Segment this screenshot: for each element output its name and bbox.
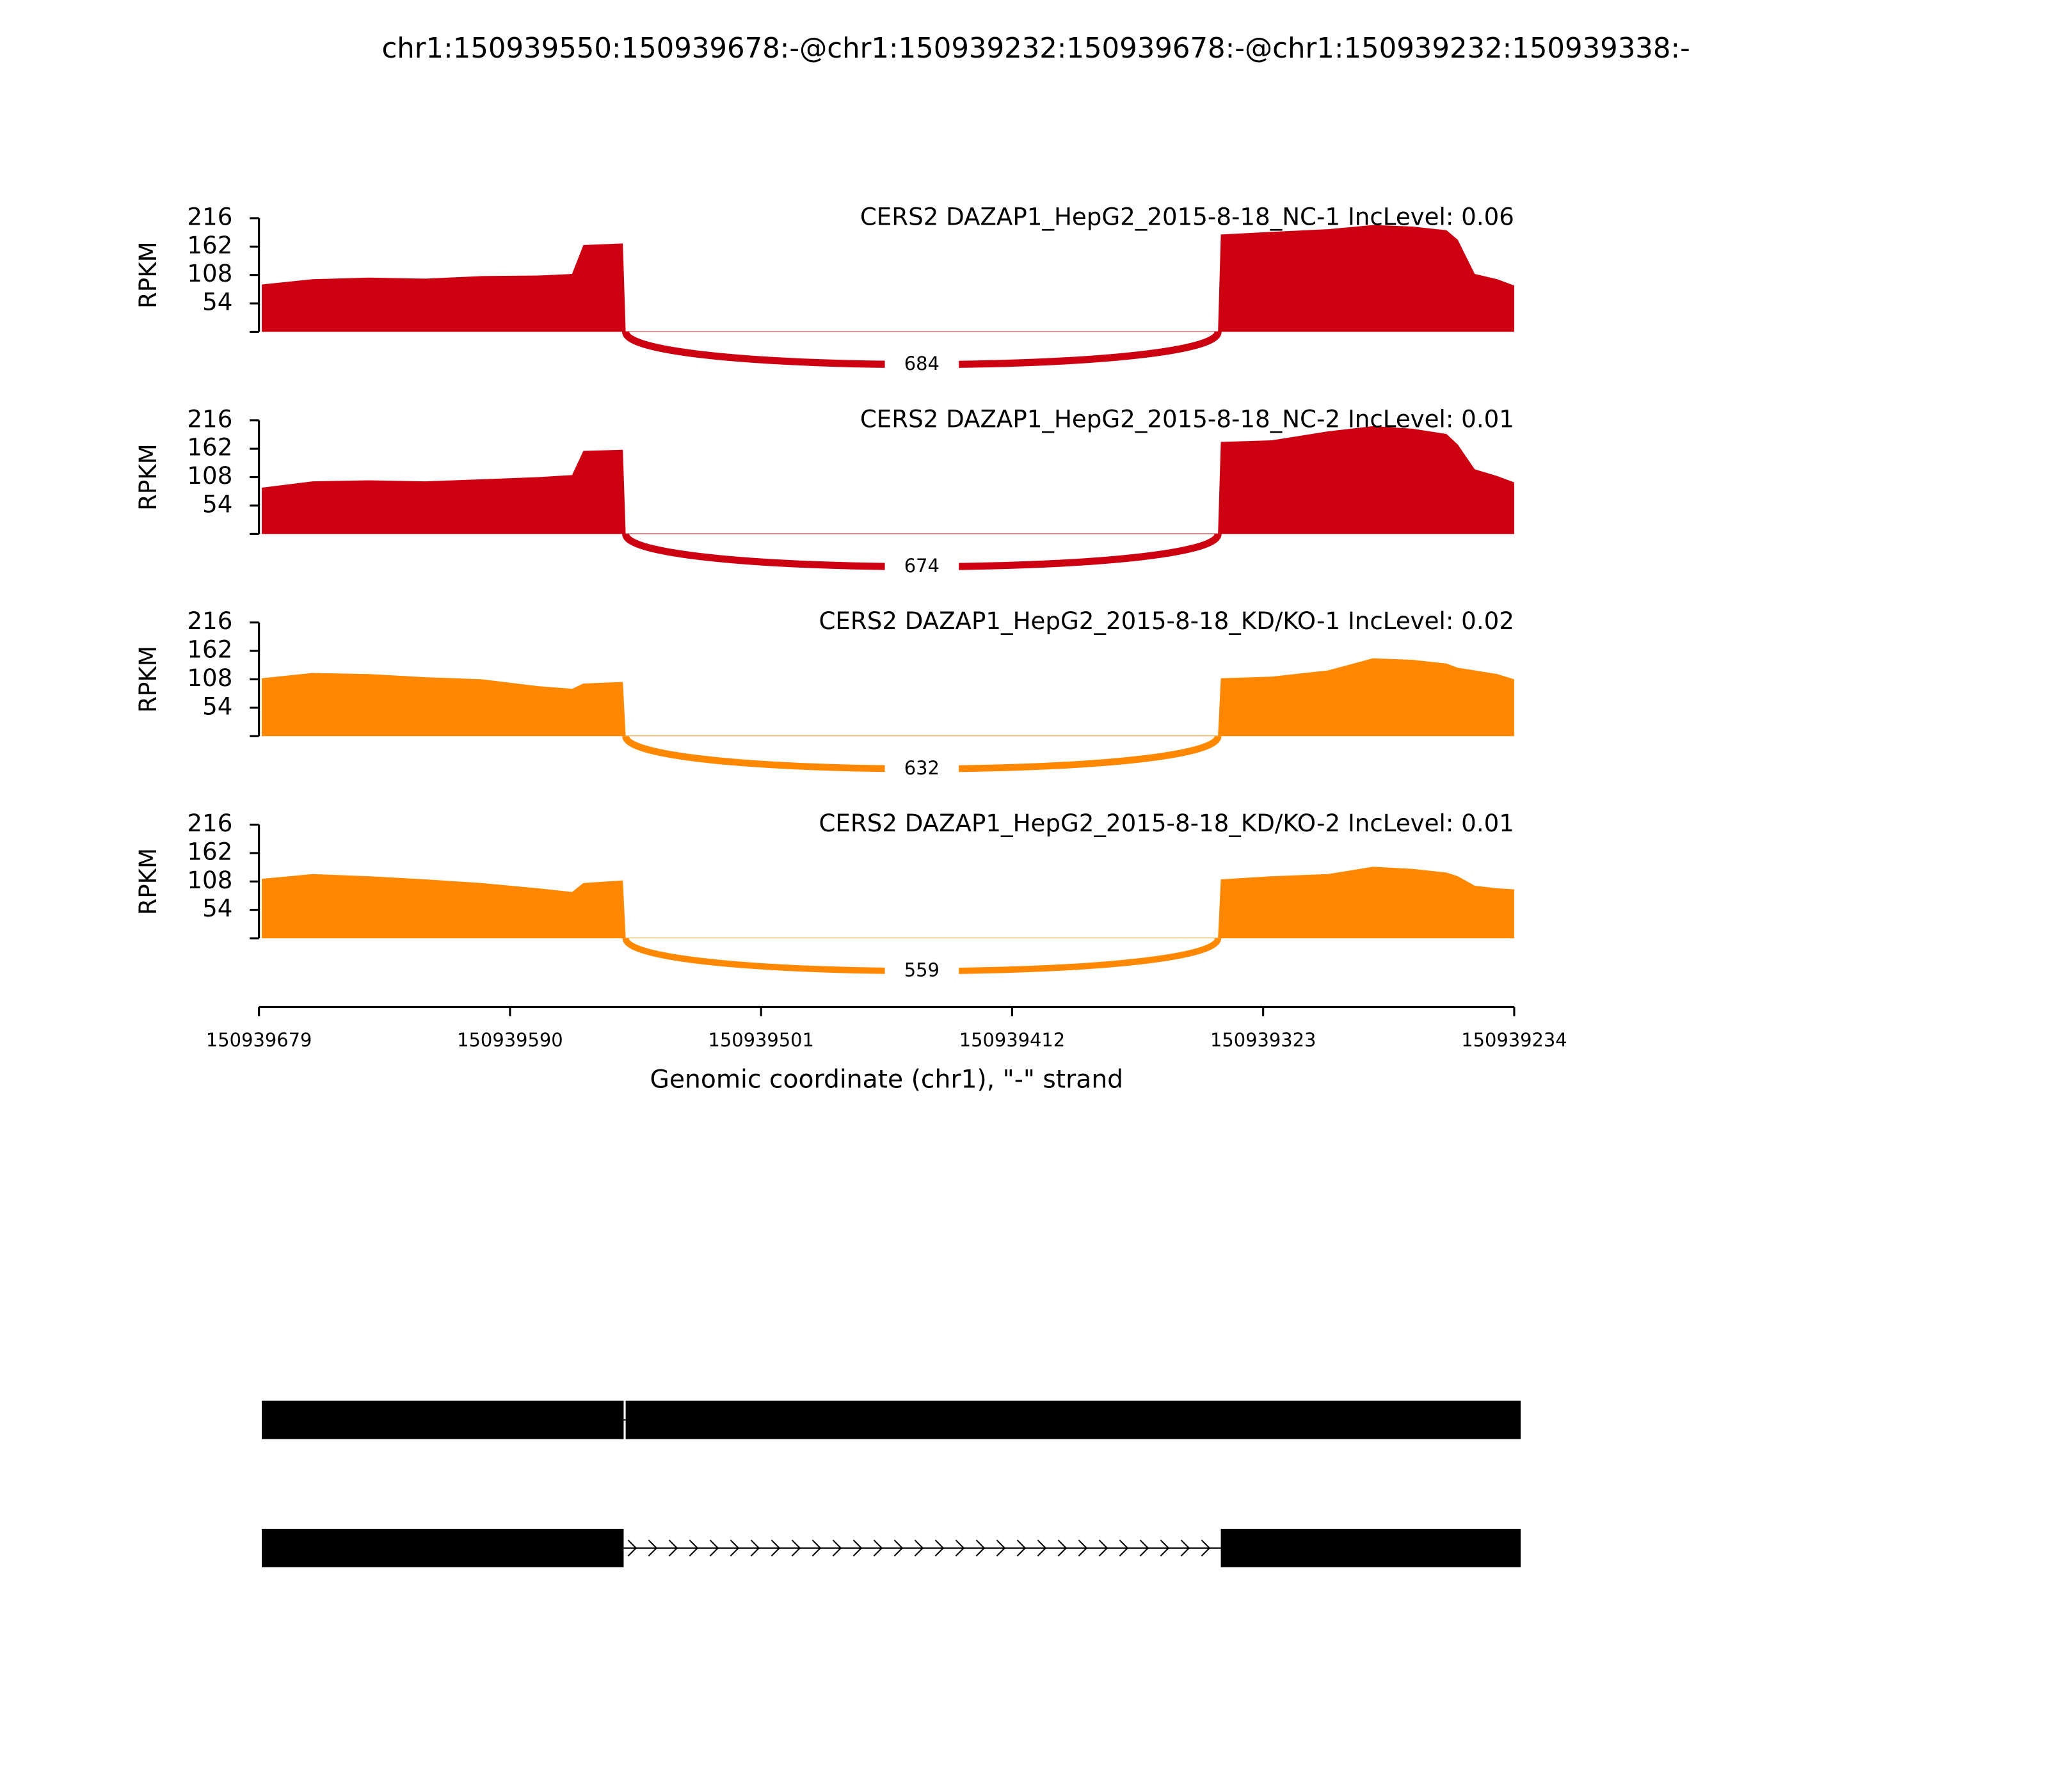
exon — [262, 1528, 624, 1567]
y-tick-label: 216 — [187, 607, 232, 635]
junction-label-box — [884, 956, 959, 986]
strand-chevron — [934, 1539, 945, 1556]
exon — [625, 1400, 1521, 1439]
y-tick-label: 108 — [187, 260, 232, 287]
strand-chevron — [893, 1539, 904, 1556]
coverage-area — [262, 225, 1514, 332]
strand-chevron — [812, 1539, 822, 1556]
x-tick-label: 150939679 — [206, 1029, 312, 1051]
strand-chevron — [955, 1539, 965, 1556]
x-tick-label: 150939323 — [1210, 1029, 1316, 1051]
strand-chevron — [627, 1539, 637, 1556]
strand-chevron — [791, 1539, 801, 1556]
y-axis-label: RPKM — [134, 646, 162, 713]
y-axis-label: RPKM — [134, 241, 162, 308]
y-tick-label: 162 — [187, 636, 232, 664]
junction-count: 559 — [904, 959, 940, 981]
strand-chevron — [1016, 1539, 1027, 1556]
x-tick-label: 150939501 — [708, 1029, 813, 1051]
strand-chevron — [1139, 1539, 1149, 1556]
y-tick-label: 108 — [187, 867, 232, 894]
coverage-area — [262, 867, 1514, 939]
panel-title: CERS2 DAZAP1_HepG2_2015-8-18_NC-2 IncLev… — [860, 405, 1514, 433]
exon — [262, 1400, 624, 1439]
junction-label-box — [884, 755, 959, 784]
strand-chevron — [1180, 1539, 1190, 1556]
x-tick-label: 150939590 — [457, 1029, 563, 1051]
strand-chevron — [1098, 1539, 1108, 1556]
panel-title: CERS2 DAZAP1_HepG2_2015-8-18_NC-1 IncLev… — [860, 203, 1514, 230]
junction-count: 674 — [904, 555, 940, 577]
strand-chevron — [668, 1539, 678, 1556]
y-tick-label: 216 — [187, 405, 232, 433]
junction-label-box — [884, 350, 959, 380]
strand-chevron — [730, 1539, 740, 1556]
strand-chevron — [975, 1539, 986, 1556]
strand-chevron — [771, 1539, 781, 1556]
junction-count: 632 — [904, 757, 940, 779]
y-tick-label: 216 — [187, 810, 232, 837]
figure-title: chr1:150939550:150939678:-@chr1:15093923… — [381, 33, 1690, 65]
strand-chevron — [1201, 1539, 1211, 1556]
strand-chevron — [648, 1539, 658, 1556]
strand-chevron — [1078, 1539, 1088, 1556]
junction-label-box — [884, 552, 959, 582]
strand-chevron — [1057, 1539, 1068, 1556]
y-tick-label: 108 — [187, 462, 232, 490]
strand-chevron — [873, 1539, 883, 1556]
y-tick-label: 162 — [187, 434, 232, 461]
strand-chevron — [852, 1539, 863, 1556]
coverage-area — [262, 426, 1514, 534]
x-axis-label: Genomic coordinate (chr1), "-" strand — [650, 1066, 1123, 1094]
strand-chevron — [832, 1539, 842, 1556]
panel-title: CERS2 DAZAP1_HepG2_2015-8-18_KD/KO-2 Inc… — [819, 810, 1514, 837]
strand-chevron — [689, 1539, 699, 1556]
x-tick-label: 150939234 — [1461, 1029, 1567, 1051]
strand-chevron — [1119, 1539, 1129, 1556]
y-tick-label: 162 — [187, 232, 232, 259]
y-tick-label: 54 — [202, 895, 232, 922]
strand-chevron — [709, 1539, 719, 1556]
y-tick-label: 216 — [187, 203, 232, 230]
strand-chevron — [1160, 1539, 1170, 1556]
y-tick-label: 108 — [187, 664, 232, 692]
y-tick-label: 54 — [202, 692, 232, 720]
panel-title: CERS2 DAZAP1_HepG2_2015-8-18_KD/KO-1 Inc… — [819, 607, 1514, 635]
y-axis-label: RPKM — [134, 444, 162, 511]
x-tick-label: 150939412 — [959, 1029, 1065, 1051]
y-axis-label: RPKM — [134, 848, 162, 915]
y-tick-label: 54 — [202, 289, 232, 316]
coverage-area — [262, 658, 1514, 737]
exon — [1220, 1528, 1521, 1567]
junction-count: 684 — [904, 353, 940, 374]
y-tick-label: 54 — [202, 490, 232, 518]
strand-chevron — [750, 1539, 760, 1556]
strand-chevron — [914, 1539, 924, 1556]
y-tick-label: 162 — [187, 838, 232, 865]
strand-chevron — [996, 1539, 1006, 1556]
strand-chevron — [1037, 1539, 1047, 1556]
